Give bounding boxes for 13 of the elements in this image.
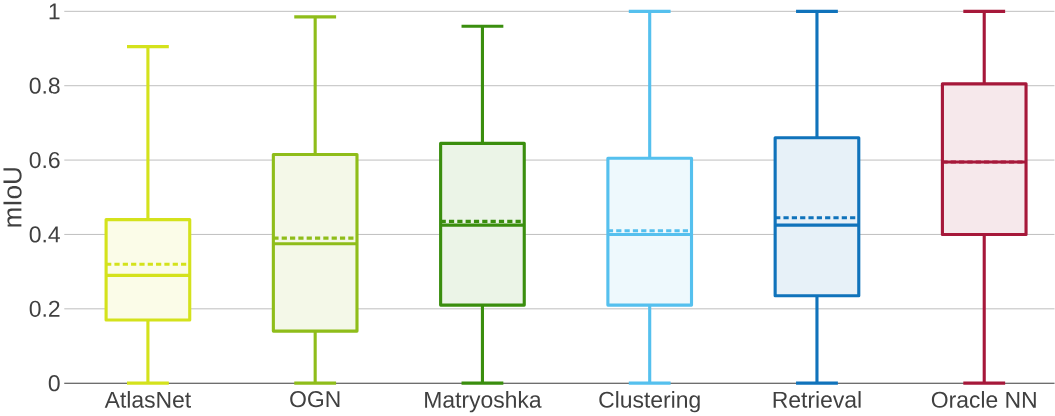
x-tick-label: Matryoshka — [425, 391, 542, 413]
x-tick-label: Oracle NN — [931, 391, 1036, 408]
y-tick-label: 0.4 — [29, 226, 60, 243]
x-tick-label: Clustering — [599, 391, 700, 413]
y-tick-label: 0.2 — [29, 300, 60, 317]
y-tick-label: 1 — [49, 3, 60, 20]
x-tick-label: AtlasNet — [104, 391, 191, 408]
y-tick-label: 0.8 — [29, 77, 60, 94]
y-axis-title: mIoU — [3, 168, 22, 227]
y-tick-label: 0.6 — [29, 152, 60, 169]
y-tick-label: 0 — [48, 375, 60, 392]
x-tick-label: Retrieval — [773, 391, 861, 408]
x-tick-label: OGN — [290, 391, 340, 408]
